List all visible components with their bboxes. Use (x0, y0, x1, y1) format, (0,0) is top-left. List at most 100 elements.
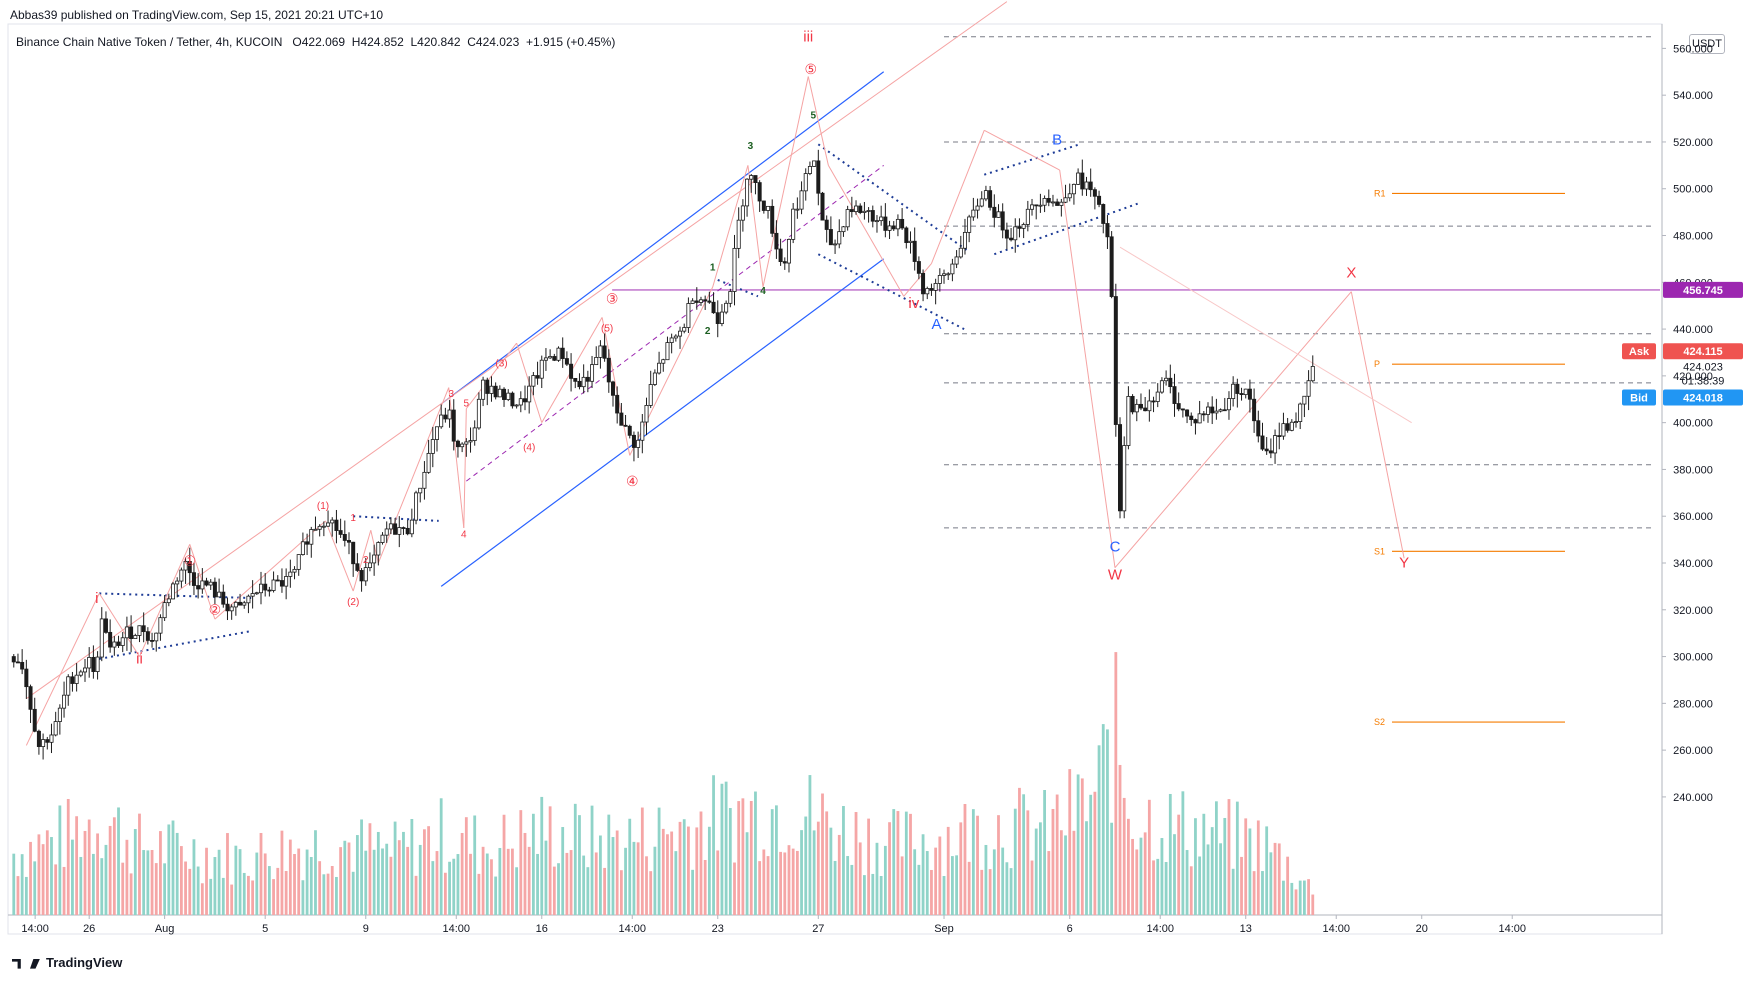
candle-up (434, 426, 439, 440)
y-tick-label: 500.000 (1673, 184, 1713, 196)
volume-bar (1022, 794, 1026, 915)
candle-down (1118, 424, 1123, 512)
symbol-name[interactable]: Binance Chain Native Token / Tether, 4h,… (16, 35, 283, 49)
volume-bar (997, 815, 1000, 915)
volume-bar (552, 866, 556, 915)
candle-down (1277, 435, 1282, 437)
candle-up (518, 398, 523, 406)
candle-down (485, 379, 490, 394)
bid-price-badge-bg (1663, 389, 1743, 406)
volume-bar (963, 804, 967, 915)
trend-drawings (25, 1, 1412, 746)
candle-down (631, 434, 636, 448)
volume-bar (569, 850, 573, 915)
candle-up (841, 226, 846, 233)
wave-label: ④ (626, 473, 639, 489)
triangle-b-lower-line (993, 201, 1141, 256)
volume-bar (351, 871, 355, 915)
y-tick-label: 440.000 (1673, 324, 1713, 336)
volume-bar (1001, 847, 1005, 915)
wave-label: B (1052, 131, 1062, 148)
volume-bar (205, 847, 208, 915)
volume-bar (460, 832, 464, 915)
volume-bar (188, 868, 192, 915)
candle-up (409, 519, 414, 535)
volume-bar (322, 874, 326, 915)
candle-down (443, 414, 448, 420)
volume-bar (1219, 843, 1222, 915)
volume-bar (280, 830, 284, 915)
wave-label: Y (1399, 555, 1409, 572)
candle-up (925, 288, 930, 295)
candle-up (531, 375, 536, 387)
volume-bar (1269, 852, 1273, 915)
candle-up (233, 601, 238, 608)
candle-up (1206, 406, 1211, 415)
currency-button[interactable]: USDT (1689, 34, 1725, 54)
wave-label: 5 (464, 398, 470, 409)
zigzag-segment (448, 387, 465, 528)
candle-up (439, 414, 444, 428)
candle-up (950, 263, 955, 275)
volume-bar (175, 832, 179, 915)
candle-up (99, 618, 104, 658)
volume-bar (883, 845, 887, 915)
volume-bar (544, 840, 548, 915)
candle-up (87, 657, 92, 669)
candle-up (66, 676, 71, 696)
volume-bar (1214, 801, 1218, 915)
candle-down (707, 300, 712, 303)
channel-upper-line (440, 71, 885, 405)
volume-bar (29, 841, 32, 915)
volume-bar (112, 817, 116, 915)
candle-down (1055, 201, 1060, 206)
wave-label: (1) (317, 501, 329, 512)
candle-down (346, 540, 351, 543)
volume-bar (318, 861, 322, 915)
candle-up (1021, 224, 1026, 229)
volume-bar (515, 867, 519, 915)
candle-up (854, 205, 859, 213)
volume-bar (50, 837, 53, 915)
wave-label: 4 (760, 286, 766, 297)
volume-bar (381, 848, 384, 915)
candle-up (1218, 409, 1223, 412)
candle-down (20, 661, 25, 670)
candle-up (1273, 435, 1278, 454)
high-value: H424.852 (351, 35, 404, 49)
pivot-label: S2 (1374, 717, 1385, 727)
candle-up (300, 541, 305, 555)
volume-bar (846, 856, 850, 915)
x-tick-label: 27 (812, 923, 824, 935)
volume-bar (1210, 827, 1214, 915)
volume-bar (758, 861, 762, 915)
volume-bar (892, 809, 896, 915)
candle-up (1289, 421, 1294, 431)
volume-bar (54, 864, 58, 915)
candle-up (728, 291, 733, 304)
volume-bar (565, 852, 569, 915)
wave-label: ① (183, 552, 196, 568)
volume-bar (469, 853, 472, 915)
candle-up (1155, 391, 1160, 402)
volume-bar (104, 844, 108, 915)
volume-bar (1156, 858, 1160, 915)
volume-bar (716, 850, 720, 915)
volume-bar (406, 846, 410, 915)
candle-up (430, 439, 435, 454)
y-tick-label: 480.000 (1673, 231, 1713, 243)
volume-bar (934, 847, 938, 915)
volume-bar (1282, 880, 1285, 915)
candle-down (129, 626, 134, 640)
volume-bar (1160, 838, 1164, 915)
volume-bar (385, 843, 389, 915)
wave-label: ② (209, 601, 222, 617)
candles (11, 149, 1315, 760)
candle-down (522, 398, 527, 403)
tradingview-logo[interactable]: TradingView (12, 955, 122, 970)
volume-bar (242, 872, 246, 915)
candle-down (1201, 413, 1206, 416)
x-tick-label: 14:00 (1322, 923, 1350, 935)
volume-bar (1252, 871, 1256, 915)
